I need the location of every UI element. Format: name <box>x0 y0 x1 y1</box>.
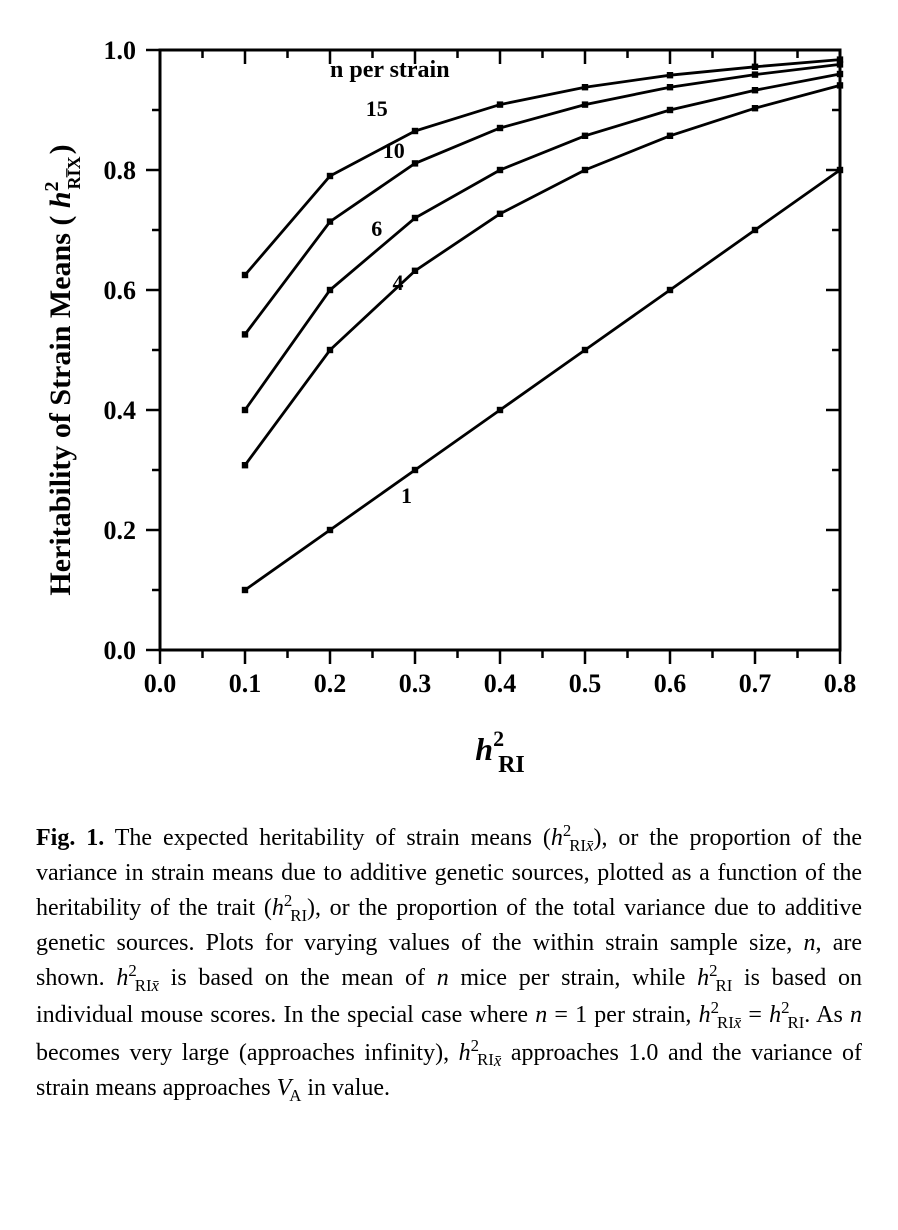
series-marker <box>582 167 588 173</box>
x-tick-label: 0.2 <box>314 669 347 698</box>
math-expr: h2RI <box>697 965 732 991</box>
series-marker <box>752 227 758 233</box>
series-marker <box>327 527 333 533</box>
y-tick-label: 0.6 <box>104 276 137 305</box>
series-marker <box>412 215 418 221</box>
series-marker <box>327 347 333 353</box>
series-marker <box>667 72 673 78</box>
series-marker <box>242 587 248 593</box>
y-axis-label: Heritability of Strain Means ( h2RI̅X) <box>41 144 84 595</box>
figure-caption: Fig. 1. The expected heritability of str… <box>30 820 868 1108</box>
series-marker <box>582 84 588 90</box>
series-marker <box>412 160 418 166</box>
series-label: 4 <box>393 270 404 295</box>
series-marker <box>412 467 418 473</box>
series-line <box>245 85 840 465</box>
series-marker <box>242 407 248 413</box>
x-tick-label: 0.7 <box>739 669 772 698</box>
italic-var: n <box>437 965 449 991</box>
series-marker <box>412 128 418 134</box>
series-marker <box>242 331 248 337</box>
x-tick-label: 0.6 <box>654 669 687 698</box>
series-marker <box>582 101 588 107</box>
series-marker <box>497 101 503 107</box>
x-tick-label: 0.4 <box>484 669 517 698</box>
series-marker <box>667 107 673 113</box>
x-tick-label: 0.3 <box>399 669 432 698</box>
series-label: 10 <box>383 138 405 163</box>
series-marker <box>837 82 843 88</box>
series-marker <box>752 105 758 111</box>
series-marker <box>752 87 758 93</box>
chart-svg: 0.0 0.1 0.2 0.3 0.4 0.5 0.6 0.7 0.8 0.0 0.2 0.4 0.6 0… <box>30 20 868 790</box>
series-marker <box>242 272 248 278</box>
italic-var: n <box>850 1002 862 1028</box>
series-marker <box>497 211 503 217</box>
series-marker <box>497 167 503 173</box>
series-marker <box>497 125 503 131</box>
series-line <box>245 170 840 590</box>
series-marker <box>667 84 673 90</box>
series-marker <box>327 173 333 179</box>
x-tick-label: 0.5 <box>569 669 602 698</box>
y-tick-label: 1.0 <box>104 36 137 65</box>
series-line <box>245 64 840 334</box>
math-expr: VA <box>277 1075 302 1101</box>
math-expr: h2RIx̄ <box>116 965 159 991</box>
x-tick-label: 0.8 <box>824 669 857 698</box>
series-marker <box>582 133 588 139</box>
y-tick-label: 0.2 <box>104 516 137 545</box>
series-marker <box>837 71 843 77</box>
italic-var: n <box>535 1002 547 1028</box>
math-expr: h2RI <box>769 1002 804 1028</box>
series-label: 1 <box>401 483 412 508</box>
series-marker <box>497 407 503 413</box>
series-marker <box>752 64 758 70</box>
series-marker <box>582 347 588 353</box>
y-tick-label: 0.4 <box>104 396 137 425</box>
math-expr: h2RIx̄ <box>699 1002 742 1028</box>
caption-lead: Fig. 1. <box>36 825 104 851</box>
x-axis-label: h2RI <box>475 726 524 778</box>
series-marker <box>327 218 333 224</box>
y-tick-label: 0.0 <box>104 636 137 665</box>
series-marker <box>837 61 843 67</box>
series-line <box>245 74 840 410</box>
heritability-chart: 0.0 0.1 0.2 0.3 0.4 0.5 0.6 0.7 0.8 0.0 0.2 0.4 0.6 0… <box>30 20 868 790</box>
x-tick-label: 0.1 <box>229 669 262 698</box>
series-label: 6 <box>371 216 382 241</box>
series-marker <box>837 167 843 173</box>
x-tick-label: 0.0 <box>144 669 177 698</box>
series-marker <box>667 287 673 293</box>
series-marker <box>327 287 333 293</box>
series-label: 15 <box>366 96 388 121</box>
math-expr: h2RI <box>272 895 307 921</box>
legend-text: n per strain <box>330 57 450 83</box>
series-marker <box>412 268 418 274</box>
math-expr: h2RIx̄ <box>551 825 594 851</box>
series-marker <box>242 462 248 468</box>
series-marker <box>752 71 758 77</box>
series-marker <box>667 133 673 139</box>
y-tick-label: 0.8 <box>104 156 137 185</box>
math-expr: h2RIx̄ <box>459 1040 502 1066</box>
italic-var: n <box>804 930 816 956</box>
